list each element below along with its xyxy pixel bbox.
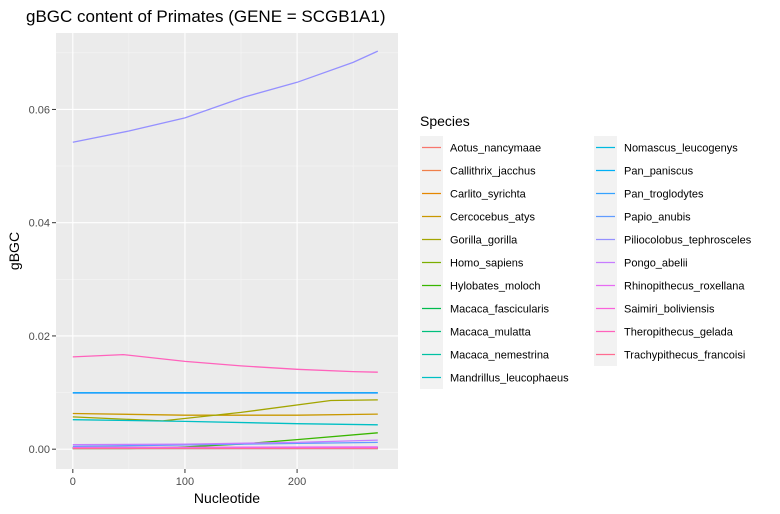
- legend-label: Pongo_abelii: [624, 258, 688, 270]
- legend-label: Rhinopithecus_roxellana: [624, 281, 745, 293]
- legend-label: Mandrillus_leucophaeus: [450, 373, 569, 385]
- legend-label: Gorilla_gorilla: [450, 235, 518, 247]
- y-axis: 0.00 0.02 0.04 0.06: [29, 104, 56, 456]
- legend-title: Species: [420, 113, 470, 129]
- legend-label: Callithrix_jacchus: [450, 166, 536, 178]
- legend-label: Saimiri_boliviensis: [624, 304, 715, 316]
- x-tick-label: 200: [288, 476, 306, 488]
- legend-label: Macaca_mulatta: [450, 327, 532, 339]
- series-lines: [72, 50, 379, 450]
- y-tick-label: 0.02: [29, 331, 50, 343]
- x-axis-label: Nucleotide: [194, 490, 260, 506]
- series-line: [72, 441, 378, 448]
- legend-label: Macaca_nemestrina: [450, 350, 550, 362]
- series-line: [72, 439, 378, 446]
- series-line: [72, 412, 378, 416]
- series-line: [72, 353, 378, 373]
- legend-label: Cercocebus_atys: [450, 212, 535, 224]
- plot-panel: [56, 33, 398, 469]
- y-tick-label: 0.04: [29, 218, 50, 230]
- legend-label: Hylobates_moloch: [450, 281, 541, 293]
- y-tick-label: 0.00: [29, 444, 50, 456]
- series-line: [72, 419, 378, 426]
- chart-title: gBGC content of Primates (GENE = SCGB1A1…: [26, 7, 386, 26]
- legend-label: Pan_paniscus: [624, 166, 694, 178]
- x-tick-label: 100: [176, 476, 194, 488]
- x-tick-label: 0: [70, 476, 76, 488]
- legend-label: Aotus_nancymaae: [450, 143, 541, 155]
- legend-label: Pan_troglodytes: [624, 189, 704, 201]
- legend-label: Macaca_fascicularis: [450, 304, 550, 316]
- series-line: [72, 399, 378, 422]
- y-axis-label: gBGC: [6, 232, 22, 270]
- legend: Aotus_nancymaae Callithrix_jacchus Carlito…: [420, 136, 752, 389]
- legend-label: Trachypithecus_francoisi: [624, 350, 745, 362]
- legend-label: Carlito_syrichta: [450, 189, 527, 201]
- legend-label: Papio_anubis: [624, 212, 691, 224]
- y-tick-label: 0.06: [29, 104, 50, 116]
- x-axis: 0 100 200: [70, 469, 306, 488]
- legend-label: Piliocolobus_tephrosceles: [624, 235, 752, 247]
- legend-label: Homo_sapiens: [450, 258, 524, 270]
- legend-label: Theropithecus_gelada: [624, 327, 734, 339]
- series-line: [72, 50, 379, 143]
- legend-label: Nomascus_leucogenys: [624, 143, 738, 155]
